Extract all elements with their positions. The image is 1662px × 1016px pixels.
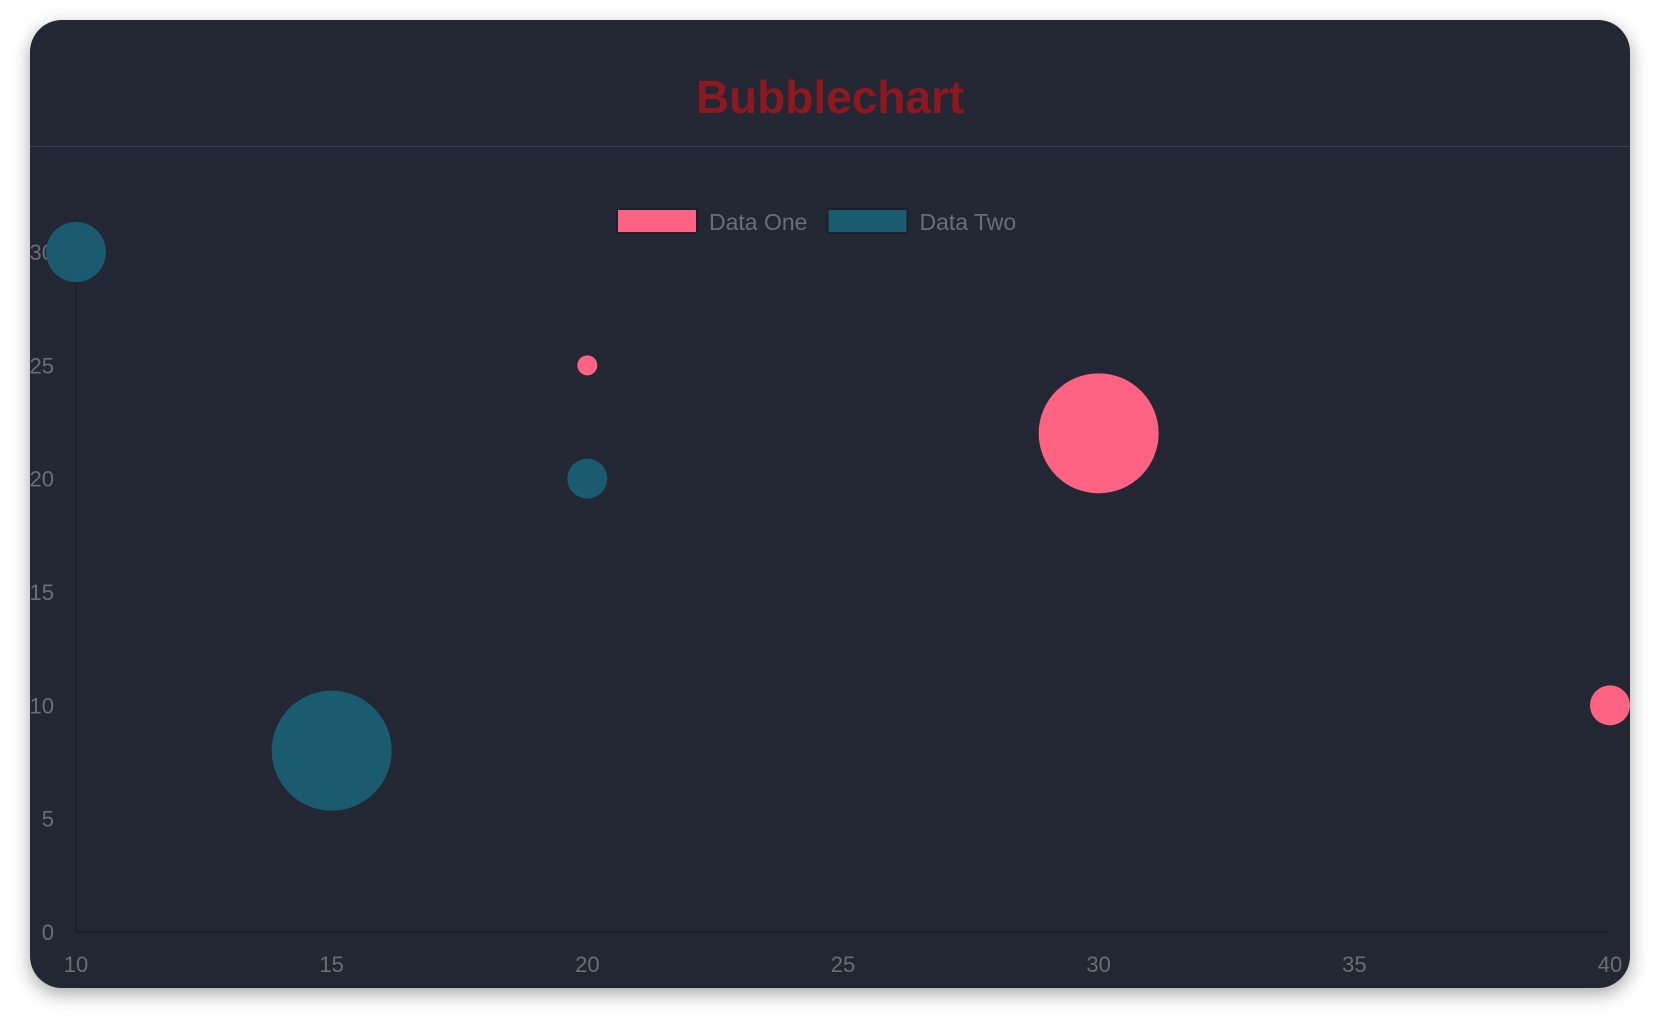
legend-swatch — [616, 208, 698, 234]
bubble-data-two — [46, 222, 106, 282]
y-tick-label: 10 — [30, 693, 54, 718]
x-tick-label: 25 — [831, 952, 855, 977]
x-tick-label: 10 — [64, 952, 88, 977]
legend-label: Data One — [709, 209, 807, 235]
x-tick-label: 30 — [1086, 952, 1110, 977]
x-tick-label: 40 — [1598, 952, 1622, 977]
x-tick-label: 20 — [575, 952, 599, 977]
legend-swatch — [826, 208, 909, 234]
y-tick-label: 5 — [42, 807, 54, 832]
title-divider — [30, 146, 1630, 147]
legend-label: Data Two — [919, 209, 1016, 235]
bubble-data-one — [1038, 373, 1159, 494]
y-tick-label: 25 — [30, 353, 54, 378]
x-tick-label: 15 — [319, 952, 343, 977]
x-tick-label: 35 — [1342, 952, 1366, 977]
bubble-data-one — [577, 355, 598, 376]
y-tick-label: 15 — [30, 580, 54, 605]
y-tick-label: 0 — [42, 920, 54, 945]
bubble-data-one — [1590, 685, 1630, 726]
chart-title: Bubblechart — [695, 71, 965, 123]
chart-card: Bubblechart 0 5 10 15 20 25 30 10 15 20 25 30 35 40 Da… — [30, 20, 1630, 988]
bubble-data-two — [271, 690, 392, 811]
bubble-data-two — [567, 458, 608, 499]
y-tick-label: 20 — [30, 467, 54, 492]
